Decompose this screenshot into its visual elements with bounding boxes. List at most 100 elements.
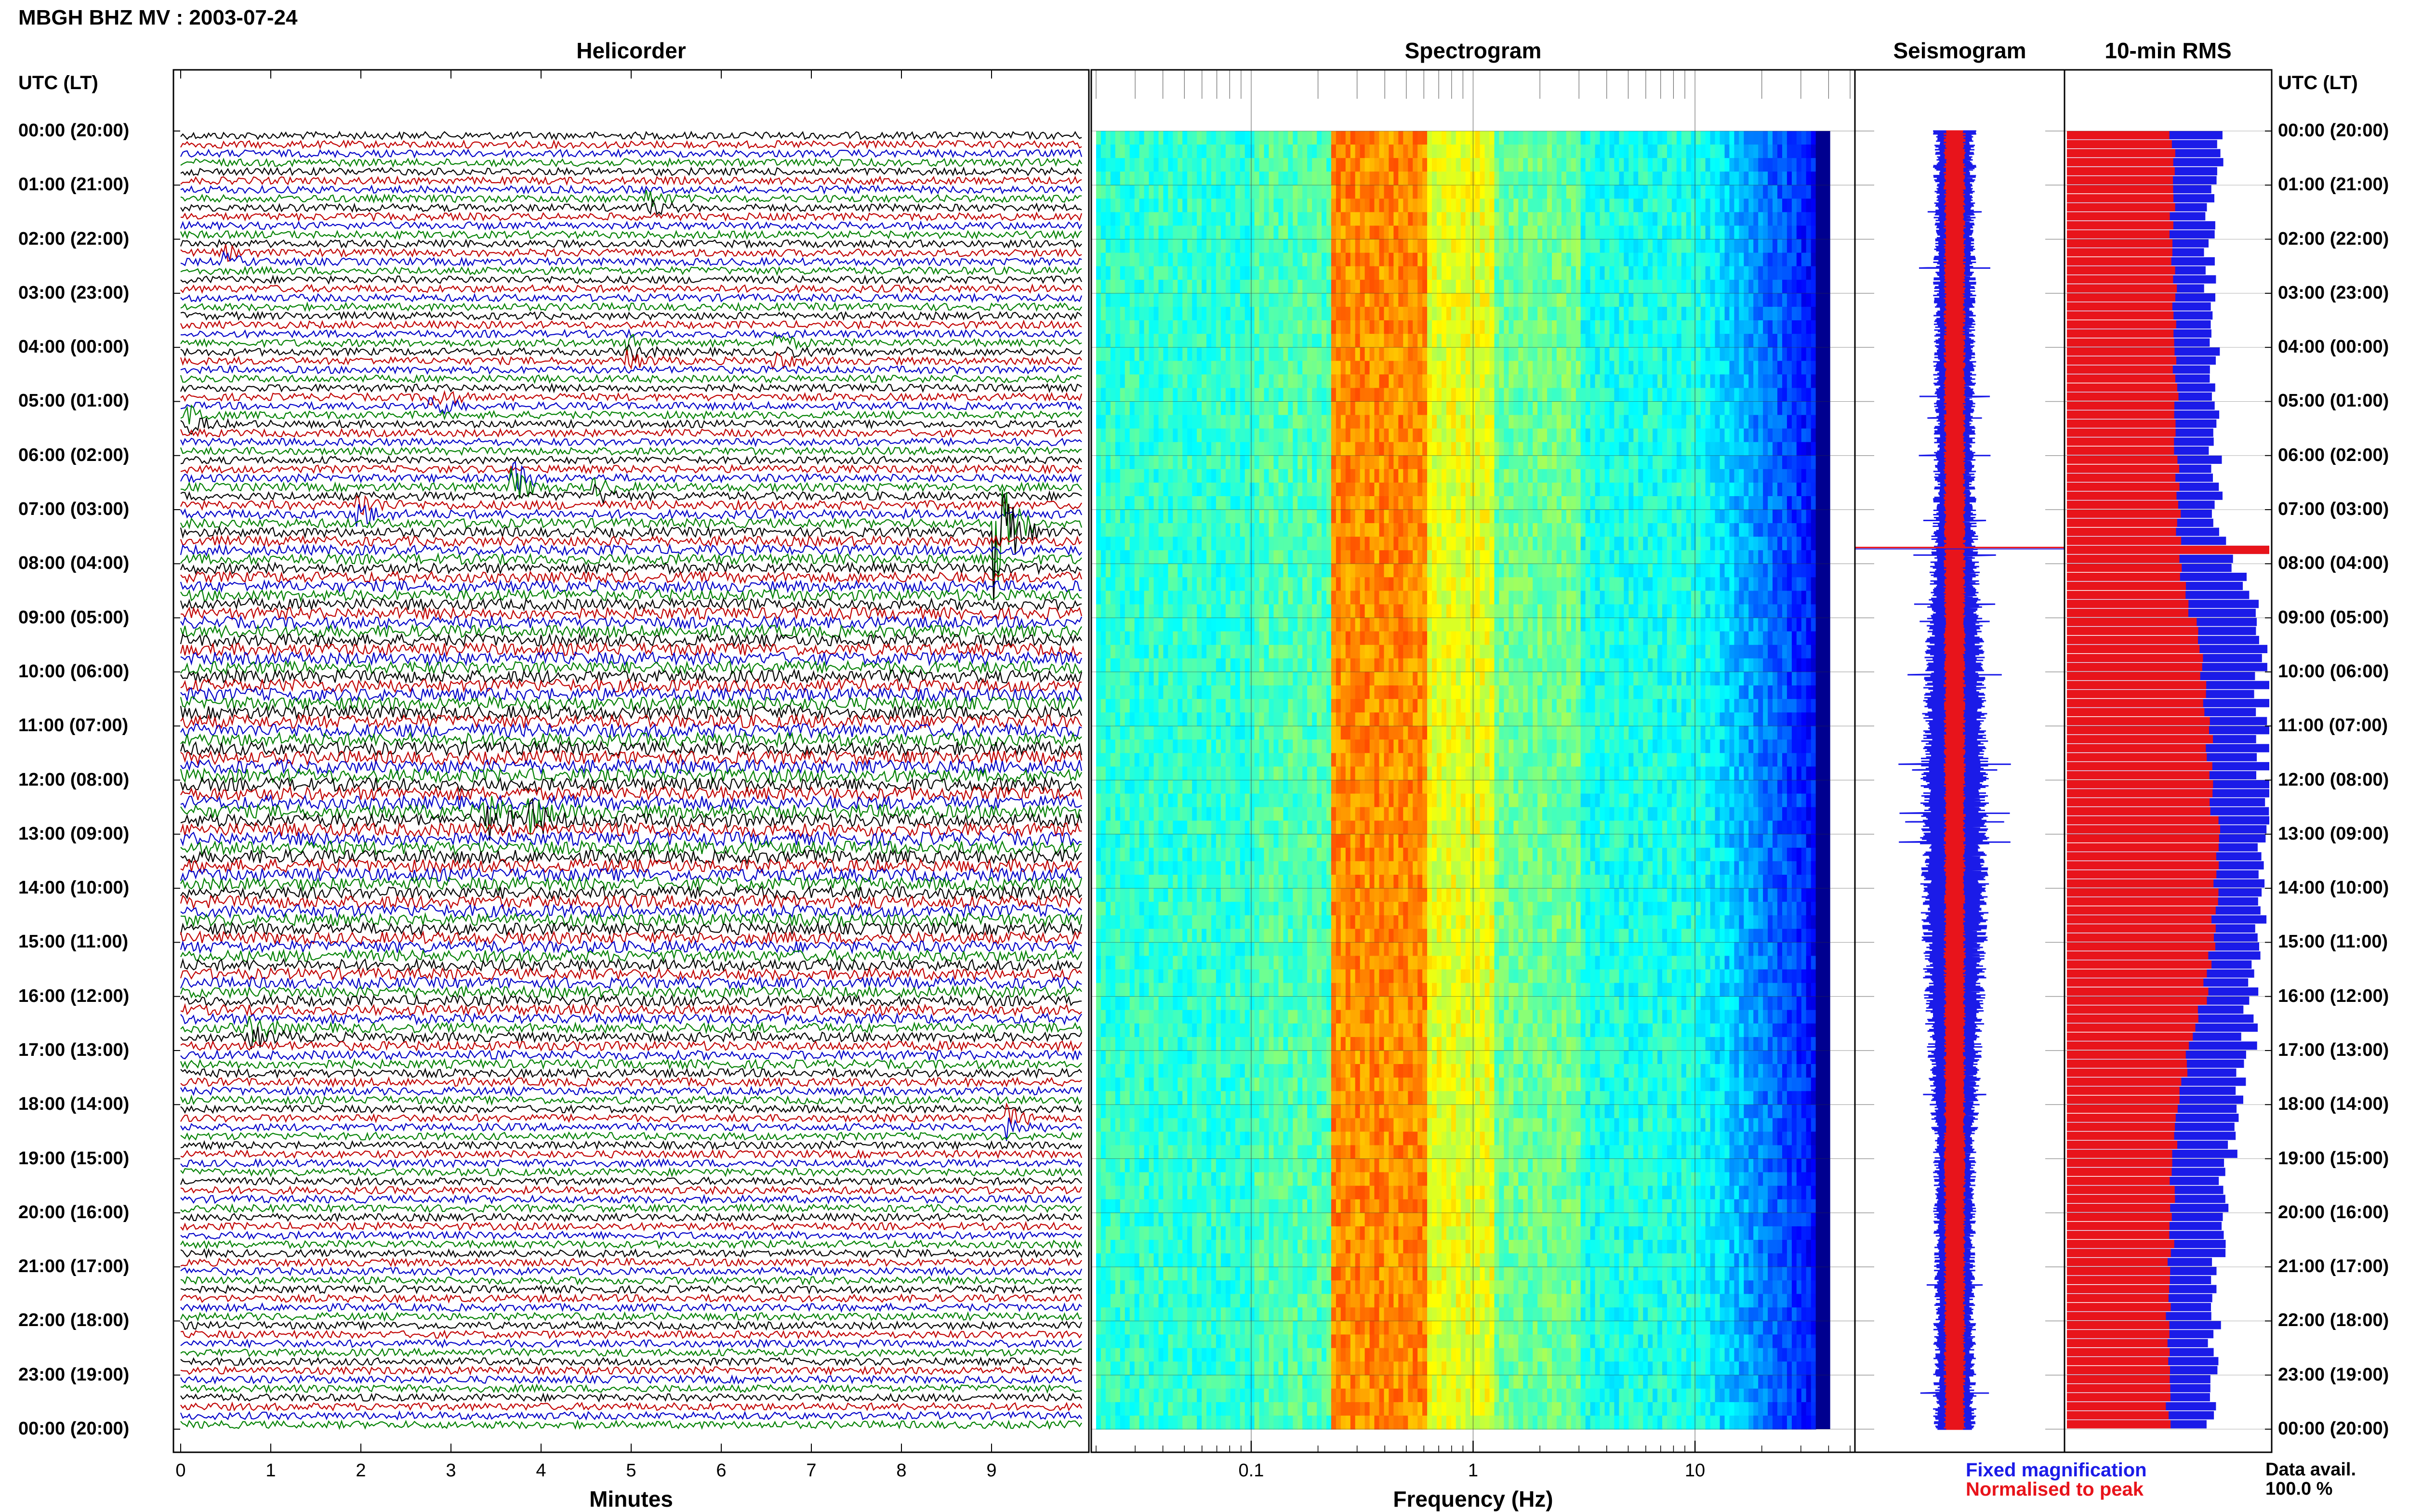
- spectrogram-cell: [1225, 239, 1231, 253]
- spectrogram-cell: [1158, 469, 1164, 483]
- spectrogram-cell: [1096, 1348, 1101, 1362]
- spectrogram-cell: [1307, 1118, 1312, 1132]
- spectrogram-cell: [1259, 671, 1265, 686]
- spectrogram-cell: [1120, 1280, 1125, 1295]
- utc-label-left: UTC (LT): [18, 72, 98, 93]
- spectrogram-cell: [1322, 131, 1327, 145]
- spectrogram-cell: [1278, 1158, 1284, 1173]
- spectrogram-cell: [1312, 969, 1317, 984]
- spectrogram-cell: [1254, 510, 1260, 524]
- spectrogram-cell: [1225, 766, 1231, 781]
- spectrogram-cell: [1211, 334, 1217, 348]
- spectrogram-cell: [1297, 225, 1303, 240]
- spectrogram-cell: [1244, 739, 1250, 754]
- spectrogram-cell: [1216, 1172, 1221, 1186]
- helicorder-trace: [180, 1230, 1082, 1241]
- spectrogram-cell: [1096, 401, 1101, 416]
- spectrogram-cell: [1158, 388, 1164, 402]
- spectrogram-cell: [1302, 915, 1308, 930]
- spectrogram-cell: [1235, 1334, 1241, 1349]
- spectrogram-cell: [1249, 1240, 1255, 1254]
- spectrogram-cell: [1288, 239, 1294, 253]
- spectrogram-cell: [1254, 171, 1260, 186]
- spectrogram-cell: [1182, 1199, 1188, 1213]
- spectrogram-cell: [1173, 225, 1178, 240]
- helicorder-trace: [180, 1356, 1082, 1367]
- spectrogram-cell: [1264, 577, 1270, 592]
- spectrogram-cell: [1235, 685, 1241, 699]
- spectrogram-cell: [1240, 239, 1245, 253]
- spectrogram-cell: [1163, 171, 1169, 186]
- spectrogram-cell: [1163, 1294, 1169, 1308]
- spectrogram-cell: [1192, 861, 1197, 875]
- spectrogram-cell: [1225, 198, 1231, 213]
- spectrogram-cell: [1220, 712, 1226, 726]
- spectrogram-cell: [1244, 1091, 1250, 1105]
- spectrogram-cell: [1331, 834, 1337, 848]
- spectrogram-cell: [1211, 1010, 1217, 1024]
- spectrogram-cell: [1202, 1104, 1207, 1119]
- spectrogram-cell: [1293, 469, 1298, 483]
- spectrogram-cell: [1211, 1348, 1217, 1362]
- spectrogram-cell: [1326, 198, 1332, 213]
- spectrogram-cell: [1273, 131, 1279, 145]
- spectrogram-cell: [1249, 1388, 1255, 1403]
- spectrogram-cell: [1192, 577, 1197, 592]
- spectrogram-cell: [1163, 996, 1169, 1011]
- spectrogram-cell: [1240, 388, 1245, 402]
- spectrogram-cell: [1225, 510, 1231, 524]
- spectrogram-cell: [1302, 1064, 1308, 1078]
- spectrogram-cell: [1249, 1118, 1255, 1132]
- spectrogram-cell: [1273, 834, 1279, 848]
- time-label-right: 19:00 (15:00): [2278, 1148, 2389, 1169]
- spectrogram-cell: [1297, 293, 1303, 307]
- spectrogram-cell: [1283, 1118, 1289, 1132]
- helicorder-trace: [180, 1012, 1082, 1026]
- spectrogram-cell: [1149, 1037, 1154, 1051]
- time-label-left: 04:00 (00:00): [18, 337, 130, 357]
- spectrogram-cell: [1206, 699, 1212, 713]
- spectrogram-cell: [1302, 1226, 1308, 1240]
- spectrogram-cell: [1307, 834, 1312, 848]
- spectrogram-cell: [1288, 847, 1294, 862]
- spectrogram-cell: [1149, 1294, 1154, 1308]
- spectrogram-cell: [1110, 780, 1116, 794]
- spectrogram-cell: [1129, 888, 1135, 902]
- spectrogram-cell: [1115, 1361, 1121, 1376]
- spectrogram-cell: [1307, 225, 1312, 240]
- spectrogram-cell: [1144, 658, 1150, 672]
- spectrogram-cell: [1178, 929, 1183, 943]
- spectrogram-cell: [1168, 1321, 1174, 1335]
- spectrogram-cell: [1125, 712, 1130, 726]
- spectrogram-cell: [1259, 875, 1265, 889]
- spectrogram-cell: [1293, 1280, 1298, 1295]
- spectrogram-cell: [1202, 1240, 1207, 1254]
- time-label-right: 05:00 (01:00): [2278, 391, 2389, 411]
- spectrogram-cell: [1249, 293, 1255, 307]
- spectrogram-cell: [1192, 1118, 1197, 1132]
- spectrogram-cell: [1288, 1307, 1294, 1322]
- spectrogram-cell: [1173, 739, 1178, 754]
- spectrogram-cell: [1307, 198, 1312, 213]
- spectrogram-cell: [1225, 442, 1231, 456]
- time-label-left: 05:00 (01:00): [18, 391, 130, 411]
- spectrogram-cell: [1134, 293, 1140, 307]
- spectrogram-cell: [1249, 1172, 1255, 1186]
- spectrogram-cell: [1153, 685, 1159, 699]
- spectrogram-cell: [1129, 591, 1135, 605]
- spectrogram-cell: [1211, 834, 1217, 848]
- spectrogram-cell: [1230, 523, 1236, 537]
- spectrogram-cell: [1264, 347, 1270, 362]
- spectrogram-cell: [1302, 820, 1308, 835]
- spectrogram-cell: [1187, 1240, 1192, 1254]
- spectrogram-cell: [1307, 753, 1312, 767]
- spectrogram-cell: [1254, 131, 1260, 145]
- spectrogram-cell: [1278, 983, 1284, 997]
- spectrogram-cell: [1115, 956, 1121, 970]
- spectrogram-cell: [1202, 847, 1207, 862]
- spectrogram-cell: [1220, 618, 1226, 632]
- spectrogram-cell: [1125, 347, 1130, 362]
- spectrogram-cell: [1288, 1037, 1294, 1051]
- spectrogram-cell: [1192, 793, 1197, 808]
- spectrogram-cell: [1134, 482, 1140, 497]
